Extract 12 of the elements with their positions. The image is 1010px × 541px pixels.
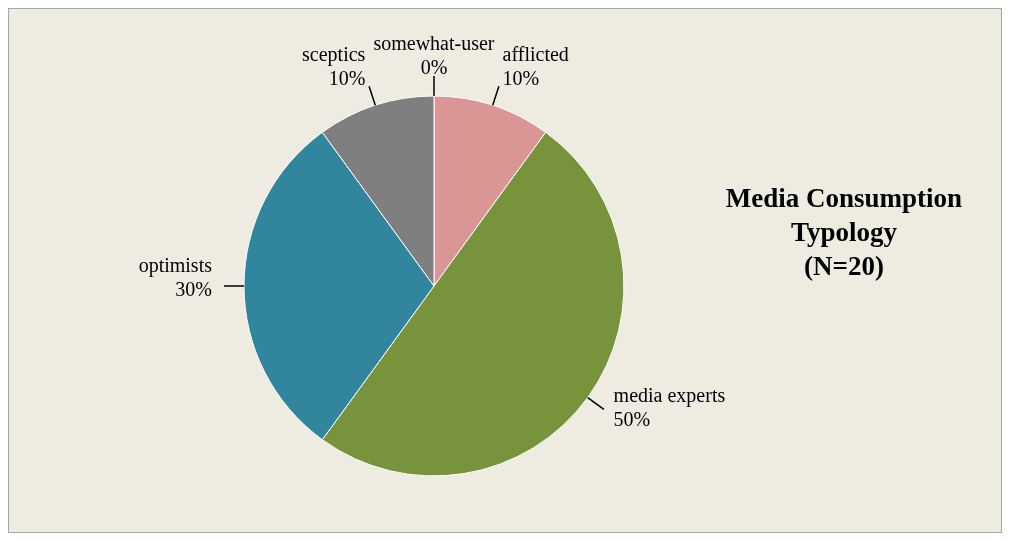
data-label: 30%: [175, 278, 212, 300]
slice-label: media experts: [613, 384, 726, 408]
category-label: somewhat-user: [373, 32, 495, 54]
slice-label: optimists: [138, 254, 213, 277]
slice-label: afflicted: [502, 42, 569, 65]
data-label: 10%: [328, 66, 366, 89]
data-label: 50%: [613, 408, 651, 431]
text: 0%: [420, 56, 448, 78]
text: Media Consumption Typology: [724, 182, 964, 249]
data-label: 10%: [502, 66, 540, 89]
text: (N=20): [803, 250, 885, 283]
slice-label: sceptics: [302, 42, 366, 66]
